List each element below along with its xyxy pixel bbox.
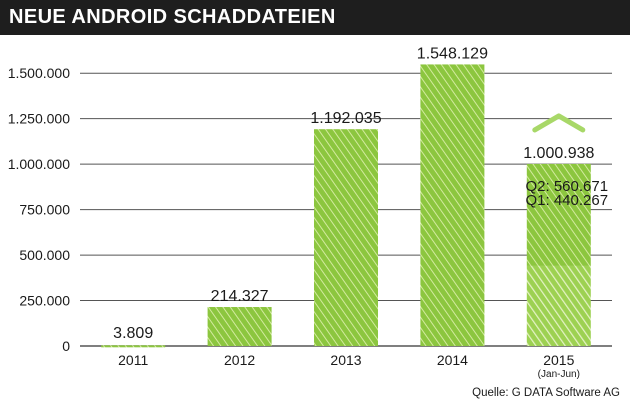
source-note: Quelle: G DATA Software AG — [472, 387, 620, 399]
x-tick-label: 2012 — [224, 352, 255, 368]
x-tick-label: 2011 — [118, 352, 148, 368]
y-tick-label: 1.000.000 — [8, 156, 70, 172]
y-tick-label: 0 — [62, 338, 70, 354]
segment-label-q2: Q2: 560.671 — [526, 178, 609, 195]
y-tick-label: 750.000 — [19, 202, 70, 218]
x-tick-label: 2015 — [543, 352, 574, 368]
trend-arrow-icon — [532, 113, 586, 133]
x-tick-sublabel: (Jan-Jun) — [538, 369, 580, 380]
data-label: 3.809 — [113, 325, 153, 342]
y-tick-label: 500.000 — [19, 247, 70, 263]
data-label: 1.548.129 — [417, 45, 488, 62]
y-tick-label: 1.500.000 — [8, 65, 70, 81]
data-label: 1.192.035 — [310, 110, 381, 127]
title-bar: NEUE ANDROID SCHADDATEIEN — [0, 0, 630, 35]
chart-title: NEUE ANDROID SCHADDATEIEN — [9, 6, 336, 28]
data-label: 214.327 — [211, 288, 269, 305]
bar-2012 — [207, 307, 272, 346]
x-tick-label: 2013 — [330, 352, 361, 368]
y-tick-label: 1.250.000 — [8, 111, 70, 127]
bar-2011 — [101, 345, 166, 348]
x-tick-label: 2014 — [437, 352, 468, 368]
bar-2014 — [420, 64, 485, 347]
segment-label-q1: Q1: 440.267 — [526, 192, 609, 209]
data-label: 1.000.938 — [523, 145, 594, 162]
bar-segment-q1 — [526, 265, 591, 346]
bar-2013 — [314, 129, 378, 346]
bar-segment-q2 — [526, 163, 591, 266]
y-tick-label: 250.000 — [19, 293, 70, 309]
